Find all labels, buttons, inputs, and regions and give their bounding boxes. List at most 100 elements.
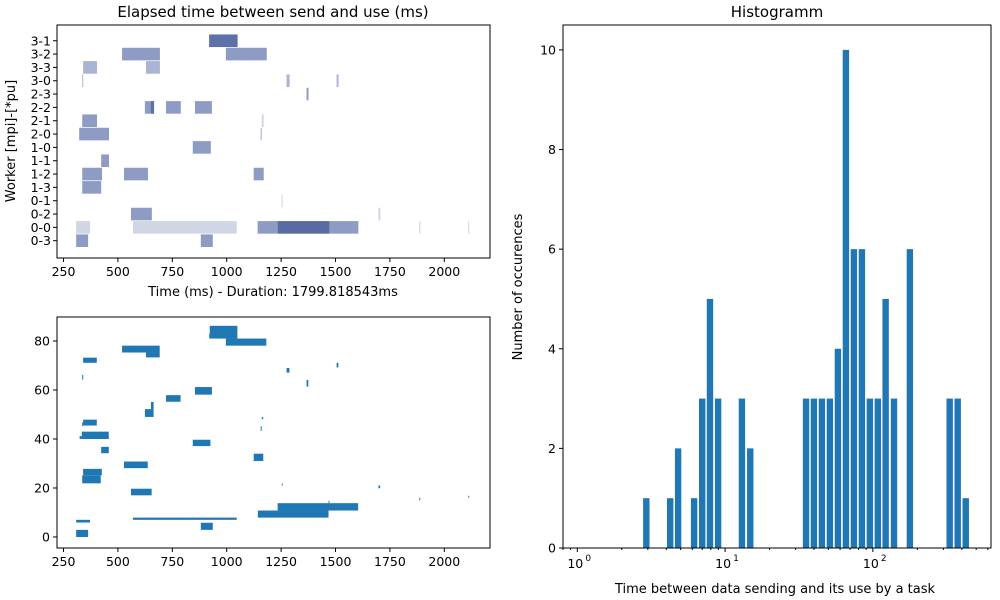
data-rect [209,333,211,339]
gantt-xtick-label: 1000 [211,264,243,279]
gantt-bar [76,234,89,247]
gantt-bar [200,234,213,247]
rect-xtick-label: 250 [52,554,76,569]
rect-ytick-label: 60 [34,382,50,397]
data-rect [82,422,84,427]
histogram-ytick-label: 10 [540,42,556,57]
gantt-ytick-label: 0-3 [31,233,51,248]
histogram-xtick-label: 10 [715,556,731,571]
data-rect [79,436,82,439]
gantt-bar [130,207,152,221]
data-rect [200,522,213,530]
data-rect [419,497,421,501]
data-rect [286,367,290,373]
histogram-ytick-label: 2 [548,441,556,456]
gantt-bar [82,181,102,194]
histogram-bar [714,398,722,548]
data-rect [130,488,152,496]
histogram-bar [810,398,818,548]
data-rect [281,483,283,486]
rect-ytick-label: 40 [34,431,50,446]
gantt-ytick-label: 3-3 [31,60,51,75]
gantt-bar [83,61,98,74]
histogram-bar [826,398,834,548]
histogram-bar [699,398,706,548]
gantt-marks: 0-30-00-20-11-31-21-11-02-02-12-22-33-03… [31,33,470,279]
histogram-bar [890,398,898,548]
data-rect [306,379,309,387]
gantt-xtick-label: 1250 [265,264,297,279]
data-rect [83,419,97,426]
data-rect [82,374,84,380]
data-rect [378,485,381,489]
histogram-bar [643,498,650,548]
data-rect [76,529,89,537]
histogram-bar [842,49,850,549]
data-rect [194,387,212,395]
gantt-ytick-label: 0-0 [31,220,51,235]
histogram-ylabel: Number of occurences [511,213,526,360]
data-rect [328,500,330,504]
histogram-bar [674,448,682,548]
data-rect [76,519,91,523]
gantt-ytick-label: 2-1 [31,113,51,128]
gantt-axes-frame [56,24,491,259]
gantt-bar [329,221,359,234]
gantt-chart: Elapsed time between send and use (ms) 0… [4,3,491,300]
data-rect [336,362,339,368]
histogram-axes-frame [562,24,992,549]
gantt-bar [144,101,155,114]
data-rect [260,426,262,431]
histogram-xtick-label: 10 [863,556,879,571]
histogram-bar [874,398,882,548]
gantt-ytick-label: 2-2 [31,100,51,115]
gantt-ytick-label: 1-0 [31,140,51,155]
gantt-bar [132,221,237,234]
data-rect [150,402,154,410]
histogram-ytick-label: 4 [548,341,556,356]
gantt-bar [468,221,470,234]
gantt-xtick-label: 250 [52,264,76,279]
gantt-bar [277,221,330,234]
gantt-bar [122,47,160,61]
gantt-ytick-label: 3-0 [31,73,51,88]
histogram-bar [706,298,714,548]
gantt-bar [209,34,238,48]
gantt-xtick-label: 1750 [374,264,406,279]
rect-ytick-label: 80 [34,334,50,349]
gantt-ytick-label: 1-2 [31,167,51,182]
gantt-bar [145,61,160,74]
histogram-bar [666,498,674,548]
rect-xtick-label: 1750 [374,554,406,569]
gantt-ylabel: Worker [mpi]-[*pu] [4,80,19,202]
histogram-xlabel: Time between data sending and its use by… [614,582,936,597]
data-rect [81,431,109,439]
data-rect [122,345,160,353]
histogram-xtick-exponent: 1 [733,554,739,564]
gantt-xtick-label: 750 [160,264,184,279]
data-rect [83,468,102,476]
gantt-bar [150,101,155,114]
data-rect [132,517,237,520]
histogram-bar [866,398,874,548]
gantt-bar [76,221,91,234]
rect-xtick-label: 750 [160,554,184,569]
gantt-bar [79,127,110,141]
gantt-bar [101,154,110,168]
histogram-bar [882,298,889,548]
rect-xtick-label: 2000 [428,554,460,569]
histogram-ytick-label: 8 [548,142,556,157]
rect-xtick-label: 1000 [211,554,243,569]
gantt-ytick-label: 0-2 [31,207,51,222]
gantt-bar [378,207,381,221]
gantt-bar [124,167,148,181]
data-rect [192,439,211,447]
histogram-bar [954,398,961,548]
histogram-ytick-label: 6 [548,242,556,257]
data-rect [257,510,329,518]
gantt-ytick-label: 1-3 [31,180,51,195]
gantt-bar [257,221,278,234]
histogram-bar [946,398,953,548]
histogram-bar [747,448,754,548]
